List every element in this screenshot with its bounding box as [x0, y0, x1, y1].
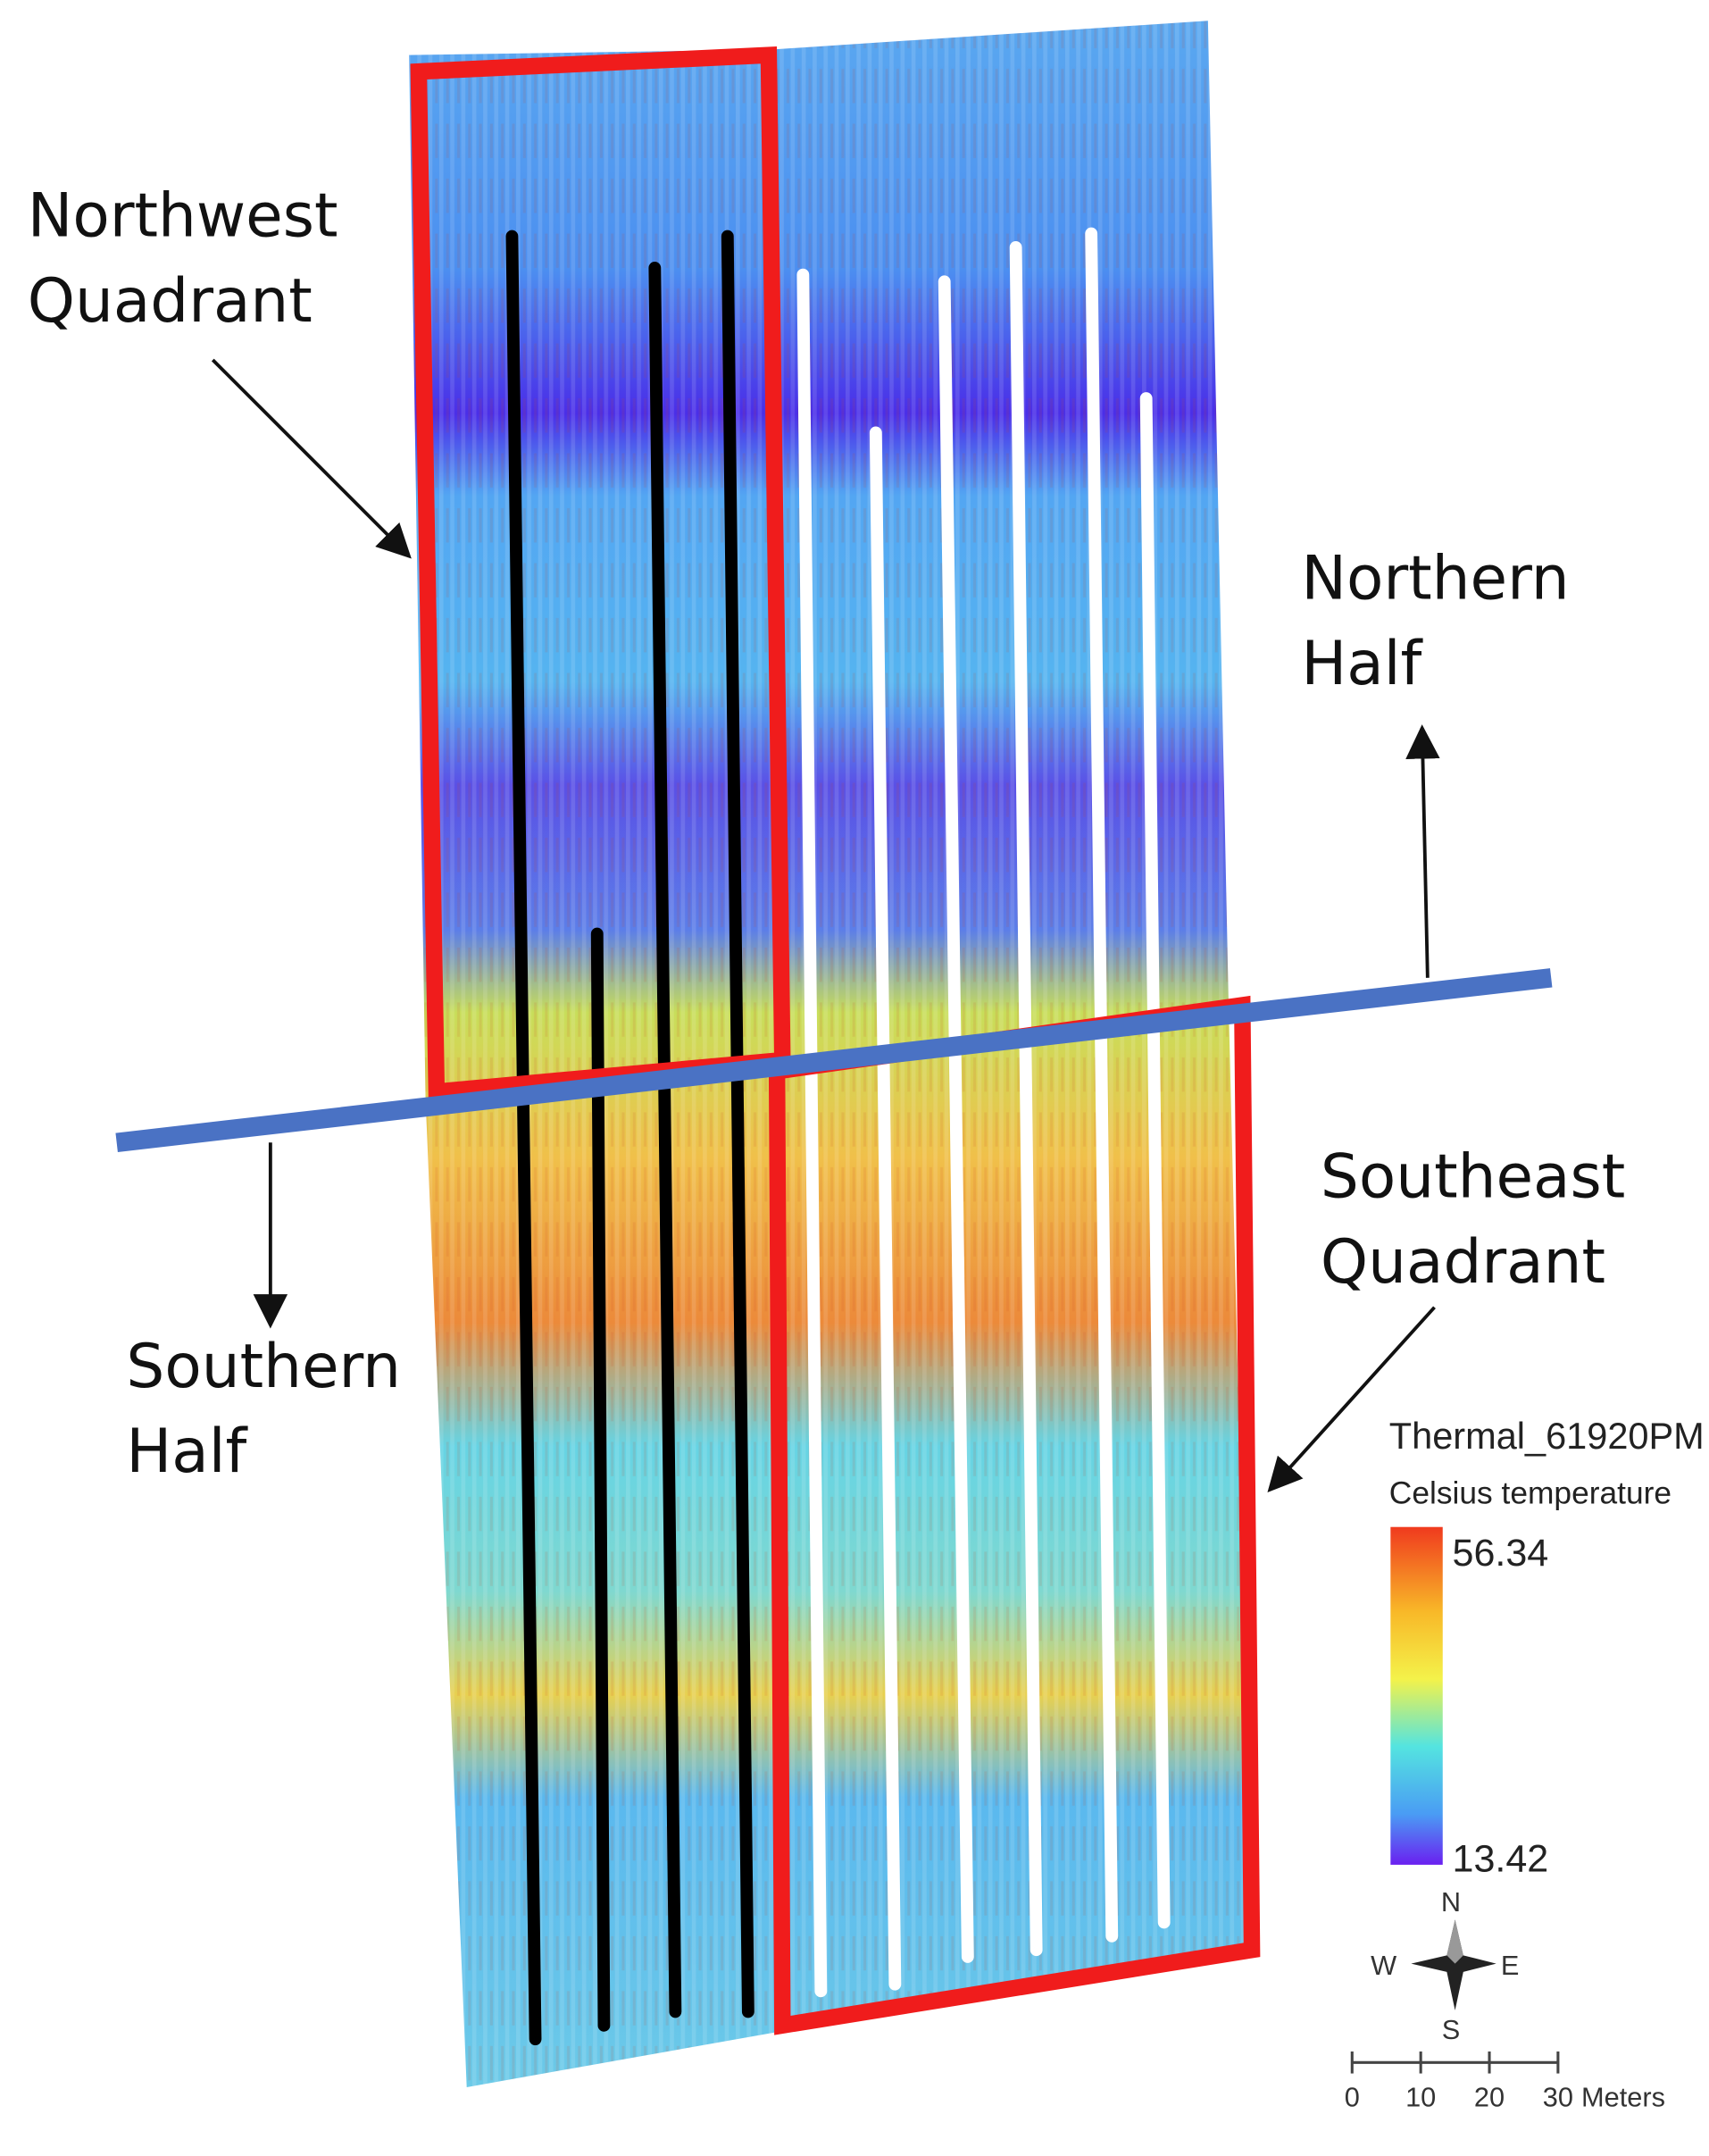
- scale-tick-label: 20: [1474, 2081, 1505, 2112]
- transect: [590, 927, 611, 2032]
- scale-bar: Meters 0 10 20 30: [1345, 2051, 1665, 2112]
- scale-tick-label: 0: [1345, 2081, 1360, 2112]
- compass-n: N: [1441, 1886, 1461, 1918]
- scale-tick-label: 30: [1543, 2081, 1573, 2112]
- legend-min: 13.42: [1453, 1838, 1549, 1881]
- legend-max: 56.34: [1453, 1532, 1549, 1575]
- transect: [938, 275, 974, 1963]
- transect: [796, 268, 828, 1998]
- transect: [1139, 392, 1171, 1929]
- annotation: Northern: [1301, 542, 1569, 613]
- transect: [1085, 227, 1119, 1943]
- transect: [721, 230, 754, 2018]
- arrow: [211, 358, 412, 559]
- annotation: Half: [126, 1416, 248, 1486]
- annotation: Southeast: [1321, 1141, 1625, 1212]
- compass: N S W E: [1371, 1886, 1519, 2045]
- compass-star: [1446, 1919, 1463, 1964]
- dividing-line: [115, 968, 1553, 1152]
- black-transects: [505, 230, 754, 2046]
- legend-subtitle: Celsius temperature: [1389, 1476, 1671, 1511]
- compass-e: E: [1501, 1950, 1520, 1981]
- compass-star: [1411, 1919, 1496, 2010]
- compass-w: W: [1371, 1950, 1396, 1981]
- annotation: Half: [1301, 628, 1423, 698]
- arrow: [1405, 724, 1440, 978]
- arrow: [1267, 1306, 1436, 1493]
- annotation: Southern: [126, 1331, 401, 1401]
- white-transects: [796, 227, 1171, 1998]
- scale-unit: Meters: [1581, 2081, 1665, 2112]
- annotation: Quadrant: [28, 265, 313, 336]
- color-bar: [1390, 1526, 1443, 1865]
- scale-tick-label: 10: [1405, 2081, 1436, 2112]
- compass-s: S: [1442, 2014, 1461, 2045]
- transect: [869, 426, 902, 1991]
- transect: [648, 262, 682, 2018]
- annotation: Northwest: [28, 180, 338, 251]
- legend-title: Thermal_61920PM: [1389, 1415, 1705, 1457]
- transect: [505, 230, 542, 2046]
- annotation: Quadrant: [1321, 1226, 1605, 1297]
- transect: [1009, 240, 1043, 1957]
